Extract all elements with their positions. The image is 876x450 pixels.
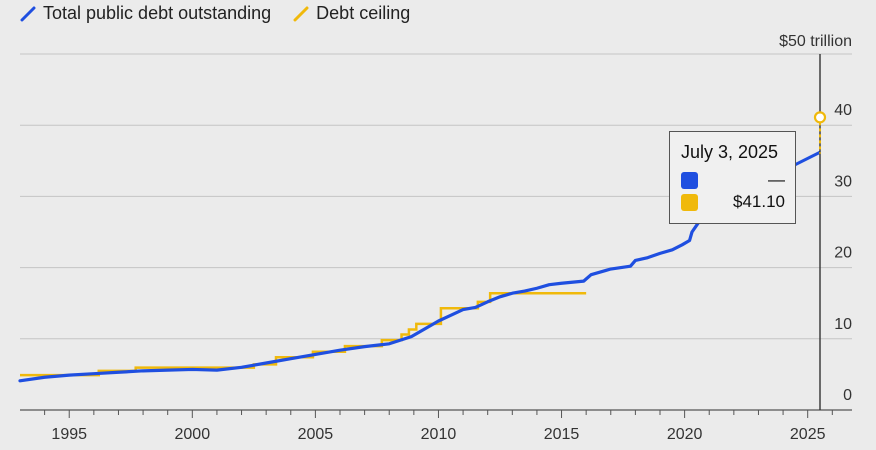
tooltip-debt-value: —	[768, 170, 785, 189]
y-tick-label: 20	[834, 245, 852, 262]
x-tick-label: 2000	[175, 426, 211, 443]
tooltip: July 3, 2025 — $41.10	[669, 131, 796, 224]
tooltip-date: July 3, 2025	[681, 142, 779, 162]
legend-label-ceiling: Debt ceiling	[316, 3, 411, 23]
legend: Total public debt outstanding Debt ceili…	[20, 3, 432, 24]
legend-item-ceiling[interactable]: Debt ceiling	[293, 3, 410, 24]
y-tick-label: $50 trillion	[779, 33, 852, 50]
tooltip-swatch-debt	[681, 171, 698, 189]
y-tick-label: 10	[834, 316, 852, 333]
ceiling-line-icon	[293, 6, 309, 21]
legend-item-debt[interactable]: Total public debt outstanding	[20, 3, 271, 24]
y-tick-label: 40	[834, 102, 852, 119]
x-tick-label: 2010	[421, 426, 457, 443]
tooltip-row-debt: —	[681, 169, 785, 191]
tooltip-row-ceiling: $41.10	[681, 191, 785, 213]
legend-label-debt: Total public debt outstanding	[43, 3, 272, 23]
y-tick-label: 0	[843, 387, 852, 404]
x-tick-label: 2025	[790, 426, 826, 443]
x-tick-label: 2005	[298, 426, 334, 443]
series-line-debt	[18, 216, 709, 383]
y-tick-label: 30	[834, 173, 852, 190]
x-tick-label: 1995	[51, 426, 87, 443]
x-tick-label: 2020	[667, 426, 703, 443]
debt-line-icon	[20, 6, 36, 21]
series-line-debt-ceiling	[20, 292, 587, 377]
tooltip-swatch-ceiling	[681, 193, 698, 211]
tooltip-ceiling-value: $41.10	[733, 192, 785, 211]
x-tick-label: 2015	[544, 426, 580, 443]
ceiling-marker-point	[813, 111, 827, 124]
